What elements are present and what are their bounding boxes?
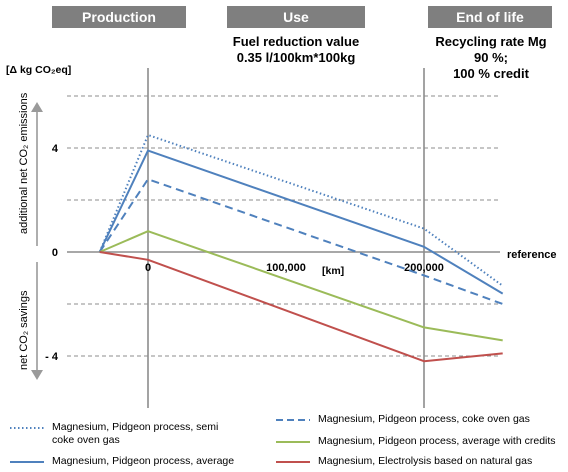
legend-swatch-red: [276, 461, 310, 463]
y-tick-label: 4: [52, 143, 59, 155]
y-axis-arrows: [31, 102, 43, 380]
grid-lines: [67, 95, 500, 357]
legend-swatch-green: [276, 441, 310, 443]
reference-label: reference: [507, 249, 557, 261]
y-tick-label: - 4: [45, 351, 59, 363]
series-line-3: [98, 149, 504, 295]
phase-header-use: Use: [227, 6, 365, 28]
x-tick-label: 200,000: [404, 262, 444, 274]
x-unit-label: [km]: [322, 265, 344, 277]
eol-note-line1: Recycling rate Mg: [435, 34, 547, 49]
legend-swatch-dashed: [276, 419, 310, 421]
legend-item-average-credits: Magnesium, Pidgeon process, average with…: [276, 435, 566, 448]
legend-item-electrolysis: Magnesium, Electrolysis based on natural…: [276, 455, 566, 468]
legend-label-electrolysis: Magnesium, Electrolysis based on natural…: [318, 455, 533, 467]
y-tick-label: 0: [52, 247, 58, 259]
series-line-4: [99, 230, 503, 342]
series-line-5: [99, 251, 503, 363]
legend-label-average: Magnesium, Pidgeon process, average: [52, 455, 235, 467]
legend-label-semi-coke-2: coke oven gas: [52, 434, 120, 446]
legend-swatch-dotted: [10, 427, 44, 429]
y-unit-label: [Δ kg CO₂eq]: [6, 64, 71, 76]
legend-label-semi-coke-1: Magnesium, Pidgeon process, semi: [52, 421, 219, 433]
legend-item-coke-oven: Magnesium, Pidgeon process, coke oven ga…: [276, 413, 566, 426]
use-note: Fuel reduction value 0.35 l/100km*100kg: [206, 34, 386, 66]
eol-note-line2: 90 %;: [474, 50, 508, 65]
legend-item-semi-coke: Magnesium, Pidgeon process, semi coke ove…: [10, 421, 260, 447]
end-of-life-note: Recycling rate Mg 90 %; 100 % credit: [418, 34, 564, 82]
legend-label-coke-oven: Magnesium, Pidgeon process, coke oven ga…: [318, 413, 530, 425]
phase-header-production: Production: [52, 6, 186, 28]
x-tick-label: 100,000: [266, 262, 306, 274]
use-note-line1: Fuel reduction value: [232, 34, 360, 49]
series-lines: [98, 134, 504, 363]
series-line-1: [98, 134, 504, 287]
legend-item-average: Magnesium, Pidgeon process, average: [10, 455, 270, 468]
legend-swatch-solid-blue: [10, 461, 44, 463]
phase-header-end-of-life: End of life: [428, 6, 552, 28]
upper-axis-label: additional net CO₂ emissions: [18, 92, 30, 234]
x-tick-label: 0: [145, 262, 151, 274]
legend-label-average-credits: Magnesium, Pidgeon process, average with…: [318, 435, 556, 447]
lower-axis-label: net CO₂ savings: [18, 290, 30, 370]
use-note-line2: 0.35 l/100km*100kg: [236, 50, 356, 65]
eol-note-line3: 100 % credit: [453, 66, 529, 81]
series-line-2: [98, 178, 504, 305]
